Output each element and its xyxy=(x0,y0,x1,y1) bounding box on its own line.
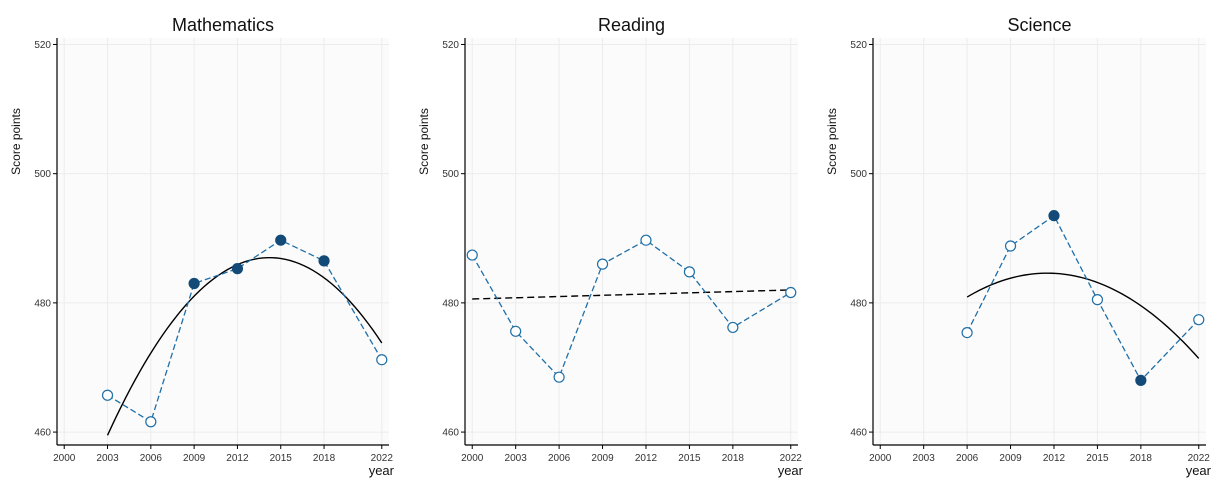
x-tick-label: 2018 xyxy=(722,453,745,464)
data-point-filled xyxy=(1048,210,1060,222)
y-tick-label: 460 xyxy=(442,428,459,439)
x-tick-label: 2012 xyxy=(1043,453,1066,464)
y-tick-label: 520 xyxy=(442,40,459,51)
x-tick-label: 2009 xyxy=(183,453,206,464)
data-point-filled xyxy=(188,277,200,290)
data-point-filled xyxy=(1135,374,1147,386)
x-tick-label: 2006 xyxy=(956,453,979,464)
data-point-filled xyxy=(275,234,287,246)
y-tick-label: 500 xyxy=(34,169,51,180)
y-tick-label: 500 xyxy=(850,169,867,180)
y-tick-label: 480 xyxy=(34,298,51,309)
y-tick-label: 480 xyxy=(442,298,459,309)
data-point-open xyxy=(553,371,565,383)
data-point-open xyxy=(1193,314,1205,326)
x-tick-label: 2003 xyxy=(505,453,528,464)
plot-area xyxy=(873,38,1206,445)
trend-line xyxy=(472,289,791,300)
chart-panel-mathematics: 2000 2003 2006 2009 2012 2015 2018 2022 460 480 50… xyxy=(9,15,395,478)
y-tick-label: 460 xyxy=(850,428,867,439)
x-tick-label: 2012 xyxy=(635,453,658,464)
x-tick-label: 2015 xyxy=(1086,453,1109,464)
data-point-open xyxy=(785,286,797,299)
x-axis-label: year xyxy=(369,463,395,478)
x-tick-label: 2000 xyxy=(461,453,484,464)
x-tick-label: 2009 xyxy=(999,453,1022,464)
x-tick-label: 2000 xyxy=(869,453,892,464)
x-tick-label: 2022 xyxy=(1188,453,1211,464)
panel-title: Science xyxy=(1007,15,1071,35)
data-point-open xyxy=(1004,240,1017,252)
data-point-open xyxy=(640,234,652,246)
data-point-open xyxy=(596,258,609,270)
x-tick-label: 2015 xyxy=(678,453,701,464)
data-point-open xyxy=(510,325,522,337)
chart-panel-reading: 2000 2003 2006 2009 2012 2015 2018 2022 460 480 50… xyxy=(417,15,804,478)
y-axis-label: Score points xyxy=(417,108,431,175)
plot-area xyxy=(57,38,389,445)
data-point-filled xyxy=(318,255,330,267)
x-axis-label: year xyxy=(1186,463,1212,478)
y-tick-label: 480 xyxy=(850,298,867,309)
x-tick-label: 2003 xyxy=(913,453,936,464)
x-tick-label: 2006 xyxy=(548,453,571,464)
panel-title: Reading xyxy=(598,15,665,35)
y-tick-label: 460 xyxy=(34,428,51,439)
x-tick-label: 2009 xyxy=(591,453,614,464)
series-line xyxy=(471,239,792,379)
x-tick-label: 2018 xyxy=(313,453,336,464)
x-tick-label: 2022 xyxy=(780,453,803,464)
panel-title: Mathematics xyxy=(172,15,274,35)
x-tick-label: 2015 xyxy=(270,453,293,464)
x-tick-label: 2000 xyxy=(53,453,76,464)
chart-panel-science: 2000 2003 2006 2009 2012 2015 2018 2022 460 480 50… xyxy=(825,15,1212,478)
trend-line xyxy=(106,256,383,436)
data-point-open xyxy=(727,321,739,334)
data-point-open xyxy=(145,416,157,428)
y-tick-label: 520 xyxy=(850,40,867,51)
y-axis-label: Score points xyxy=(825,108,839,175)
data-point-open xyxy=(1091,294,1104,306)
x-tick-label: 2006 xyxy=(140,453,163,464)
data-point-open xyxy=(101,389,114,401)
data-point-open xyxy=(466,249,478,261)
x-tick-label: 2018 xyxy=(1130,453,1153,464)
data-point-filled xyxy=(231,263,244,275)
x-tick-label: 2003 xyxy=(96,453,119,464)
y-tick-label: 500 xyxy=(442,169,459,180)
y-axis-label: Score points xyxy=(9,108,23,175)
plot-area xyxy=(465,38,798,445)
data-point-open xyxy=(961,326,973,339)
data-point-open xyxy=(376,354,388,366)
trend-line xyxy=(966,272,1200,359)
data-point-open xyxy=(683,266,696,278)
x-axis-label: year xyxy=(778,463,804,478)
x-tick-label: 2012 xyxy=(226,453,249,464)
x-tick-label: 2022 xyxy=(371,453,394,464)
y-tick-label: 520 xyxy=(34,40,51,51)
